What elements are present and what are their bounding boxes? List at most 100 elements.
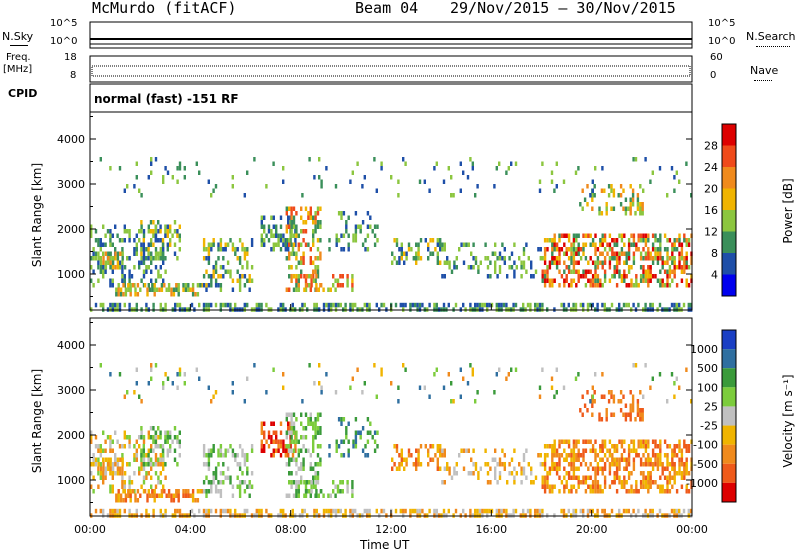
velocity-cell	[601, 372, 604, 377]
power-cell	[659, 278, 662, 283]
power-cell	[397, 193, 400, 198]
velocity-cell	[477, 471, 480, 476]
power-cell	[450, 193, 453, 198]
power-cell	[291, 302, 294, 308]
power-cell	[678, 238, 681, 243]
velocity-cell	[116, 462, 120, 467]
power-colorbar-segment	[722, 231, 736, 253]
power-cell	[639, 233, 643, 238]
velocity-cell	[351, 376, 354, 381]
power-cell	[625, 260, 628, 265]
power-cell	[231, 184, 234, 189]
velocity-cell	[316, 480, 320, 485]
velocity-cell	[611, 457, 614, 462]
power-cell	[178, 302, 182, 308]
velocity-cell	[224, 453, 227, 458]
velocity-colorbar-segment	[722, 425, 736, 445]
velocity-cell	[304, 412, 308, 417]
velocity-cell	[415, 462, 418, 467]
power-cell	[659, 247, 662, 252]
velocity-cell	[212, 475, 215, 480]
power-cell	[398, 247, 401, 252]
power-cell	[594, 283, 597, 288]
power-cell	[673, 265, 676, 270]
velocity-cell	[363, 381, 366, 386]
velocity-cell	[219, 489, 223, 494]
power-cell	[177, 292, 180, 297]
power-cell	[119, 292, 123, 297]
power-cell	[486, 256, 490, 261]
velocity-cell	[630, 439, 633, 444]
velocity-cell	[553, 484, 556, 489]
velocity-cell	[147, 457, 150, 462]
velocity-cell	[329, 493, 332, 498]
velocity-cell	[627, 508, 630, 514]
power-cell	[670, 166, 674, 171]
power-cell	[275, 233, 278, 238]
nave-label: Nave	[750, 64, 779, 77]
velocity-cell	[579, 462, 583, 467]
power-cell	[314, 229, 317, 234]
velocity-cell	[661, 484, 664, 489]
power-cell	[598, 211, 601, 216]
velocity-cell	[439, 466, 442, 471]
velocity-cell	[627, 462, 631, 467]
power-cell	[647, 256, 650, 261]
velocity-cell	[459, 367, 462, 372]
power-cell	[436, 242, 439, 247]
power-cell	[651, 247, 655, 252]
velocity-cell	[582, 448, 585, 453]
power-cell	[586, 302, 590, 308]
velocity-cell	[111, 484, 114, 489]
velocity-cell	[553, 466, 556, 471]
velocity-cell	[121, 457, 124, 462]
velocity-cell	[512, 508, 515, 514]
power-cell	[600, 211, 604, 216]
velocity-cell	[373, 430, 377, 435]
power-cell	[454, 302, 458, 308]
power-cell	[666, 251, 669, 256]
power-cell	[279, 215, 283, 220]
power-cell	[494, 260, 497, 265]
velocity-cell	[138, 394, 141, 399]
power-cell	[582, 242, 585, 247]
power-cell	[136, 292, 140, 297]
power-cell	[202, 302, 206, 308]
velocity-cell	[198, 508, 201, 514]
velocity-cell	[415, 466, 418, 471]
velocity-cell	[395, 444, 399, 449]
velocity-cell	[234, 453, 237, 458]
velocity-cell	[508, 462, 511, 467]
power-cell	[173, 229, 177, 234]
velocity-cell	[675, 453, 679, 458]
power-cell	[309, 287, 312, 292]
velocity-cell	[92, 475, 95, 480]
power-cell	[99, 242, 102, 247]
velocity-cell	[403, 466, 406, 471]
power-cell	[127, 287, 130, 292]
velocity-cell	[199, 489, 202, 494]
velocity-cell	[295, 430, 298, 435]
velocity-cell	[347, 439, 350, 444]
velocity-cell	[133, 489, 136, 494]
velocity-cell	[637, 439, 640, 444]
power-cell	[481, 302, 484, 308]
power-cell	[627, 283, 631, 288]
power-cell	[102, 260, 105, 265]
power-cell	[90, 256, 93, 261]
velocity-cell	[250, 484, 254, 489]
velocity-cell	[690, 399, 693, 404]
power-cell	[308, 274, 311, 279]
velocity-cell	[310, 480, 313, 485]
power-cell	[133, 247, 136, 252]
power-cell	[625, 256, 628, 261]
power-cell	[474, 193, 477, 198]
xtick-label: 20:00	[576, 523, 608, 536]
velocity-cell	[572, 484, 576, 489]
velocity-cell	[649, 480, 652, 485]
power-cell	[351, 278, 354, 283]
velocity-cell	[205, 489, 208, 494]
power-cell	[603, 302, 606, 308]
velocity-cell	[212, 448, 215, 453]
velocity-cell	[300, 448, 303, 453]
